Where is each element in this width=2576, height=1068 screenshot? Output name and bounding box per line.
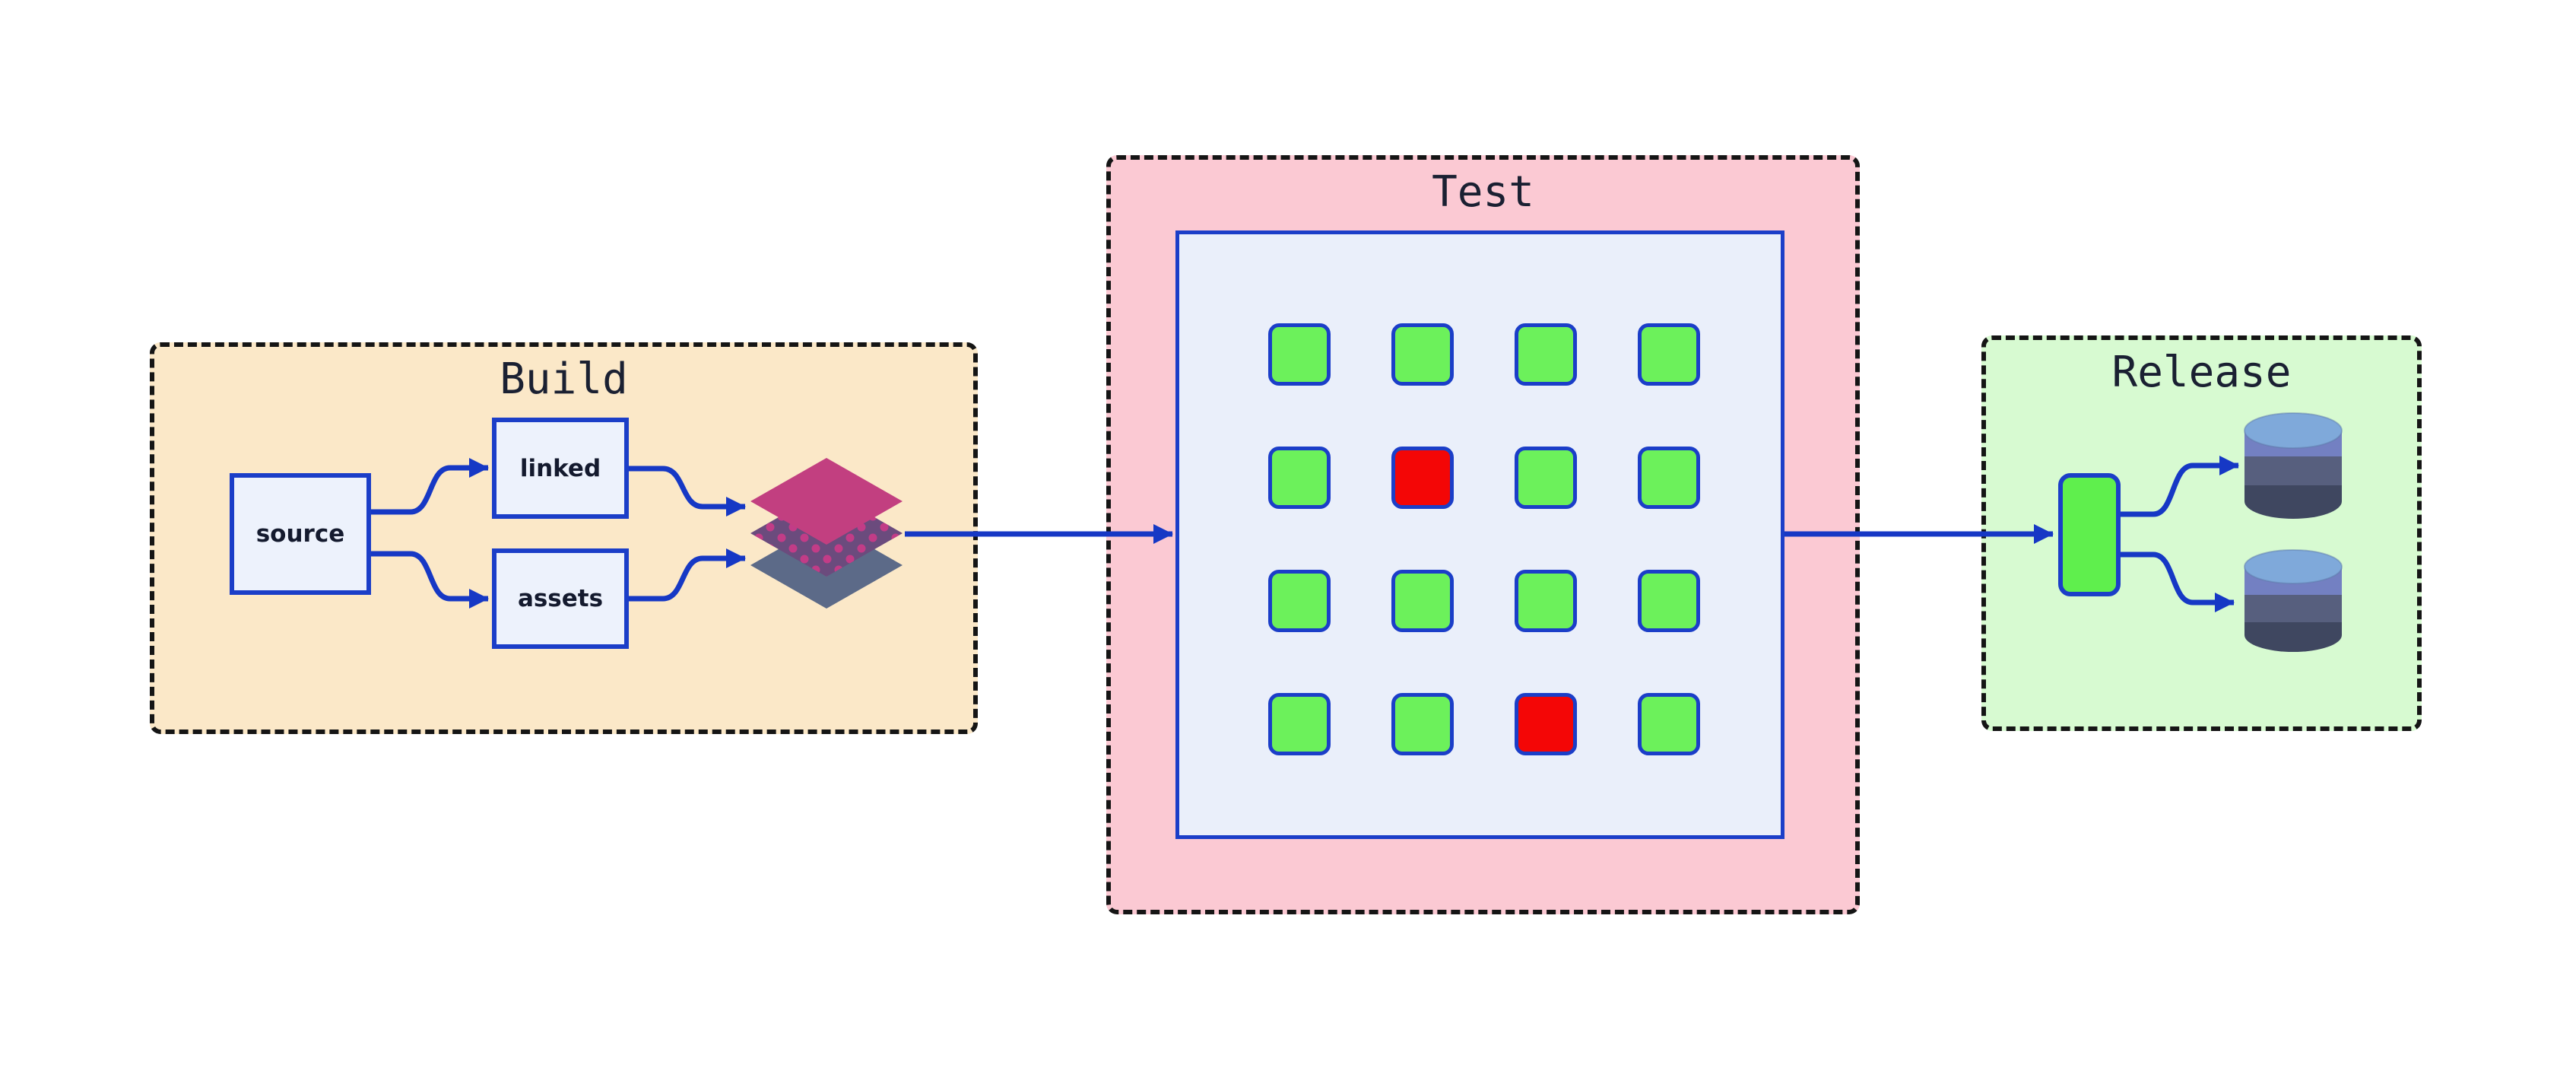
test-cell xyxy=(1391,570,1454,632)
test-cell xyxy=(1391,323,1454,386)
test-cell xyxy=(1391,447,1454,509)
test-cell xyxy=(1515,693,1577,755)
test-cell xyxy=(1638,447,1700,509)
test-cell xyxy=(1515,570,1577,632)
test-stage: Test xyxy=(1106,155,1860,914)
test-cell xyxy=(1268,570,1331,632)
release-stage: Release xyxy=(1981,335,2422,731)
test-cell xyxy=(1638,693,1700,755)
test-cell xyxy=(1391,693,1454,755)
test-cell xyxy=(1268,447,1331,509)
test-stage-title: Test xyxy=(1432,167,1534,217)
node-assets-label: assets xyxy=(517,585,604,612)
node-source-label: source xyxy=(255,520,345,548)
test-cell xyxy=(1268,323,1331,386)
build-stage: Build source linked assets xyxy=(150,342,978,734)
test-panel xyxy=(1175,230,1784,839)
node-linked-label: linked xyxy=(519,454,601,482)
test-cell xyxy=(1515,323,1577,386)
test-grid xyxy=(1268,323,1700,755)
build-stage-title: Build xyxy=(500,354,628,404)
node-source: source xyxy=(230,473,371,595)
release-stage-title: Release xyxy=(2111,348,2292,397)
node-assets: assets xyxy=(492,548,629,649)
test-cell xyxy=(1638,570,1700,632)
test-cell xyxy=(1515,447,1577,509)
test-cell xyxy=(1638,323,1700,386)
release-artifact xyxy=(2058,473,2121,596)
test-cell xyxy=(1268,693,1331,755)
node-linked: linked xyxy=(492,418,629,519)
